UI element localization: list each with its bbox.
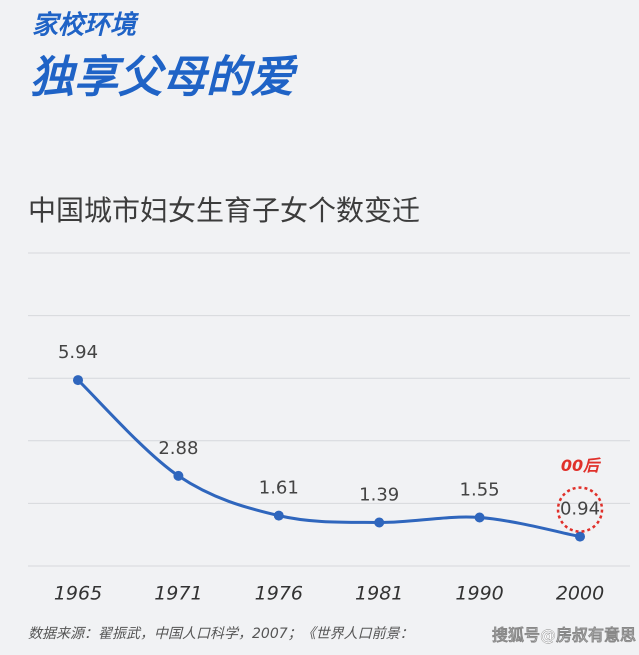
x-tick-label: 1981 bbox=[355, 583, 403, 605]
data-label: 1.61 bbox=[259, 478, 299, 499]
x-tick-label: 1971 bbox=[154, 583, 202, 605]
line bbox=[76, 378, 581, 539]
data-label: 1.55 bbox=[460, 479, 500, 500]
data-label: 2.88 bbox=[158, 438, 198, 459]
data-label: 5.94 bbox=[58, 342, 98, 363]
point bbox=[173, 470, 184, 481]
highlight-ring bbox=[556, 486, 604, 533]
point bbox=[73, 375, 83, 386]
data-label: 1.39 bbox=[359, 484, 399, 505]
watermark: 搜狐号@房叔有意思 bbox=[492, 626, 636, 645]
chart-title: 中国城市妇女生育子女个数变迁 bbox=[28, 194, 420, 227]
x-tick-label: 1976 bbox=[255, 583, 303, 605]
data-label: 0.94 bbox=[560, 499, 600, 520]
point bbox=[374, 517, 385, 528]
x-tick-label: 1990 bbox=[455, 583, 503, 605]
source-note: 数据来源：翟振武，中国人口科学，2007；《世界人口前景： bbox=[28, 626, 414, 642]
section-label: 家校环境 bbox=[32, 11, 139, 41]
x-tick-label: 2000 bbox=[556, 583, 604, 605]
point bbox=[273, 510, 284, 521]
point bbox=[474, 512, 485, 523]
header-title: 独享父母的爱 bbox=[30, 52, 298, 103]
annotation: 00后 bbox=[561, 456, 601, 475]
x-tick-label: 1965 bbox=[54, 583, 102, 605]
point bbox=[575, 531, 585, 542]
